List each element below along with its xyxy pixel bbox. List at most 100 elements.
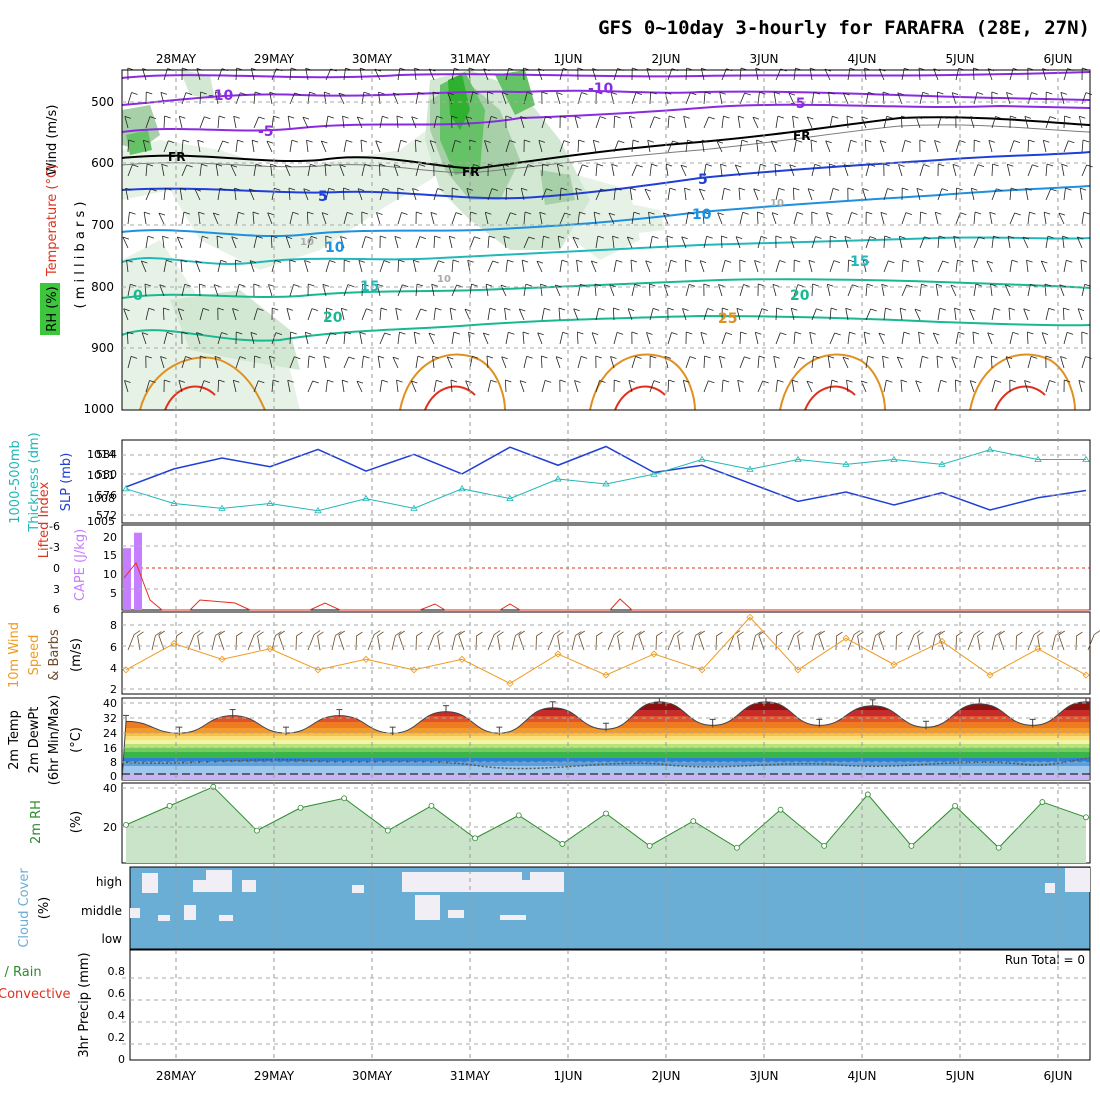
- wind-point: [842, 634, 850, 642]
- upper-wind-barb-feather: [595, 355, 602, 359]
- upper-wind-barb: [954, 379, 957, 393]
- upper-wind-barb-feather: [905, 212, 913, 216]
- label-slp: SLP (mb): [59, 453, 74, 512]
- upper-wind-barb-feather: [885, 307, 892, 311]
- upper-wind-barb-feather: [615, 187, 622, 191]
- upper-wind-barb: [683, 116, 687, 129]
- upper-wind-barb-feather: [254, 355, 261, 359]
- upper-wind-barb: [397, 212, 402, 225]
- upper-wind-barb-feather: [652, 308, 660, 311]
- upper-wind-barb-feather: [510, 212, 517, 216]
- upper-wind-barb: [1027, 212, 1030, 225]
- upper-wind-barb: [865, 164, 870, 177]
- upper-wind-barb-feather: [221, 332, 228, 335]
- upper-wind-barb-feather: [419, 236, 427, 240]
- label-temp-unit: (°C): [69, 727, 84, 753]
- upper-wind-barb: [325, 116, 329, 129]
- upper-wind-barb: [397, 259, 400, 273]
- upper-wind-barb-feather: [1045, 355, 1052, 359]
- upper-wind-barb-feather: [940, 379, 947, 383]
- upper-wind-barb: [937, 308, 941, 321]
- upper-wind-barb: [432, 356, 435, 369]
- upper-wind-barb-feather: [613, 307, 620, 311]
- cloud-block: [1045, 883, 1055, 893]
- upper-wind-barb-feather: [735, 164, 742, 168]
- upper-wind-barb: [1063, 332, 1068, 345]
- upper-wind-barb: [865, 284, 868, 297]
- upper-wind-barb: [235, 140, 238, 153]
- upper-wind-barb-feather: [160, 92, 168, 95]
- upper-wind-barb: [1005, 356, 1011, 369]
- upper-wind-barb: [396, 380, 399, 393]
- upper-wind-barb-feather: [919, 139, 926, 143]
- wind-barb: [211, 635, 216, 651]
- upper-wind-barb: [918, 332, 921, 345]
- upper-wind-barb-feather: [198, 211, 205, 215]
- upper-wind-barb-feather: [898, 164, 905, 167]
- upper-wind-barb-feather: [470, 211, 477, 215]
- ytick-li-6: 6: [53, 603, 60, 616]
- date-label-top: 29MAY: [254, 52, 295, 66]
- upper-wind-barb-feather: [180, 259, 188, 263]
- upper-wind-barb: [685, 284, 690, 297]
- rh-point: [428, 802, 435, 809]
- wind-barb-feather: [1016, 631, 1023, 637]
- upper-wind-barb-feather: [808, 260, 816, 263]
- upper-wind-barb: [847, 259, 850, 273]
- upper-wind-barb: [213, 284, 219, 297]
- upper-wind-barb: [451, 284, 458, 297]
- upper-wind-barb-feather: [149, 380, 156, 383]
- upper-wind-barb-feather: [666, 235, 674, 239]
- wind-barb: [907, 634, 915, 651]
- contour-label-10-a: 10: [325, 240, 345, 256]
- upper-wind-barb: [503, 236, 507, 249]
- rh-point: [254, 827, 260, 834]
- wind-barb: [578, 634, 585, 651]
- upper-wind-barb: [451, 212, 457, 225]
- upper-wind-barb: [324, 164, 327, 177]
- upper-wind-barb-feather: [867, 355, 875, 359]
- upper-wind-barb: [181, 284, 186, 297]
- upper-wind-barb-feather: [469, 139, 476, 143]
- upper-wind-barb: [1060, 92, 1065, 105]
- upper-wind-barb: [433, 308, 436, 321]
- upper-wind-barb-feather: [654, 116, 661, 120]
- upper-wind-barb: [936, 91, 939, 105]
- upper-wind-barb-feather: [788, 92, 796, 96]
- upper-wind-barb: [574, 116, 579, 129]
- upper-wind-barb: [450, 115, 453, 129]
- upper-wind-barb-feather: [1010, 187, 1018, 191]
- upper-wind-barb-feather: [827, 355, 835, 359]
- upper-wind-barb: [487, 188, 493, 201]
- upper-wind-barb: [451, 260, 454, 273]
- upper-wind-barb: [914, 308, 921, 321]
- upper-wind-barb-feather: [719, 91, 726, 95]
- upper-wind-barb-feather: [143, 211, 151, 215]
- upper-wind-barb: [703, 116, 710, 129]
- upper-wind-barb-feather: [939, 307, 947, 311]
- rh-label-10-c: 10: [770, 198, 784, 209]
- wind-barb-feather: [458, 630, 465, 636]
- upper-wind-barb: [357, 188, 363, 201]
- upper-wind-barb-feather: [269, 91, 276, 95]
- wind-barb: [677, 635, 681, 651]
- upper-wind-barb-feather: [524, 139, 531, 143]
- upper-wind-barb: [415, 236, 421, 249]
- wind-barb-feather: [193, 630, 201, 635]
- upper-wind-barb-feather: [147, 235, 155, 239]
- upper-wind-barb-feather: [629, 187, 637, 191]
- upper-wind-barb: [739, 356, 745, 369]
- upper-wind-barb-feather: [938, 235, 946, 239]
- upper-wind-barb-feather: [882, 91, 890, 95]
- upper-wind-barb-feather: [402, 284, 409, 288]
- upper-wind-barb-feather: [491, 188, 499, 192]
- upper-wind-barb: [358, 260, 363, 273]
- rh-point: [995, 844, 1002, 851]
- ytick-temp-8: 8: [110, 756, 117, 769]
- upper-wind-barb-feather: [609, 284, 616, 288]
- upper-wind-barb-feather: [563, 140, 571, 144]
- upper-wind-barb: [844, 236, 849, 249]
- upper-wind-barb-feather: [816, 308, 823, 312]
- upper-wind-barb-feather: [724, 260, 732, 263]
- upper-wind-barb: [792, 187, 795, 201]
